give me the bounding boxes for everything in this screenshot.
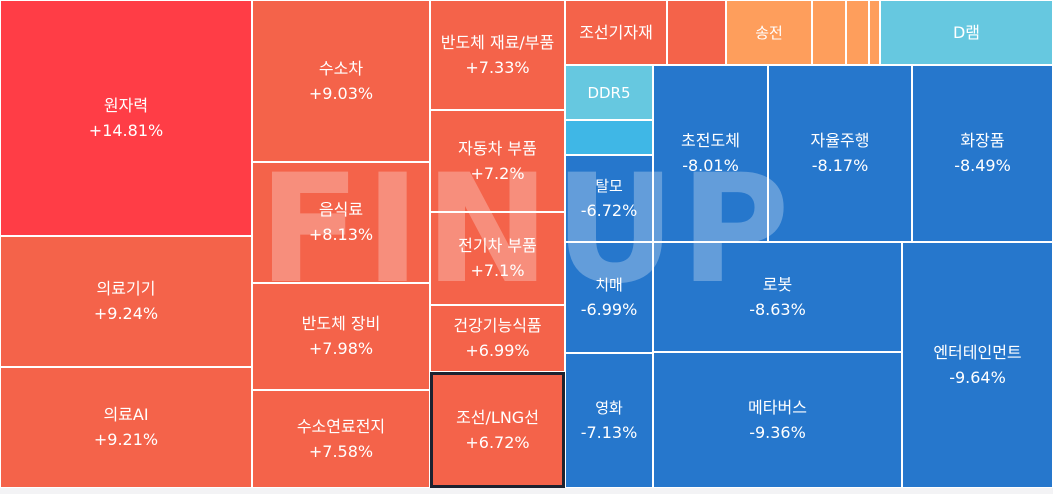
sector-tile-2[interactable]: 의료AI +9.21% bbox=[0, 367, 252, 488]
sector-change: -6.72% bbox=[580, 201, 638, 220]
sector-tile-26[interactable]: 화장품 -8.49% bbox=[912, 65, 1053, 242]
sector-change: +8.13% bbox=[308, 225, 374, 244]
sector-name: 화장품 bbox=[960, 131, 1005, 150]
sector-name: 수소차 bbox=[318, 58, 364, 78]
sector-name: 엔터테인먼트 bbox=[933, 342, 1022, 362]
sector-tile-9[interactable]: 전기차 부품 +7.1% bbox=[430, 212, 565, 305]
sector-change: +9.21% bbox=[93, 430, 159, 449]
sector-tile-13[interactable] bbox=[667, 0, 726, 65]
sector-change: +7.2% bbox=[470, 163, 525, 183]
sector-tile-12[interactable]: 조선기자재 bbox=[565, 0, 667, 65]
sector-tile-15[interactable] bbox=[812, 0, 846, 65]
sector-tile-14[interactable]: 송전 bbox=[726, 0, 812, 65]
sector-change: +7.33% bbox=[465, 57, 530, 77]
sector-change: -8.63% bbox=[749, 299, 806, 319]
sector-name: 자동차 부품 bbox=[458, 138, 537, 158]
sector-tile-1[interactable]: 의료기기 +9.24% bbox=[0, 236, 252, 367]
sector-tile-5[interactable]: 반도체 장비 +7.98% bbox=[252, 283, 430, 390]
sector-tile-18[interactable]: D램 bbox=[880, 0, 1053, 65]
sector-tile-7[interactable]: 반도체 재료/부품 +7.33% bbox=[430, 0, 565, 110]
sector-tile-8[interactable]: 자동차 부품 +7.2% bbox=[430, 110, 565, 212]
sector-change: -8.49% bbox=[954, 156, 1011, 175]
sector-change: +7.58% bbox=[308, 441, 374, 461]
sector-tile-24[interactable]: 초전도체 -8.01% bbox=[653, 65, 768, 242]
sector-name: D램 bbox=[952, 22, 981, 42]
sector-name: 수소연료전지 bbox=[296, 416, 386, 436]
sector-change: +14.81% bbox=[88, 120, 164, 140]
sector-tile-22[interactable]: 치매 -6.99% bbox=[565, 242, 653, 353]
sector-name: 반도체 재료/부품 bbox=[440, 32, 555, 52]
sector-name: 초전도체 bbox=[681, 131, 740, 150]
sector-change: -6.99% bbox=[580, 300, 638, 319]
sector-change: -9.64% bbox=[949, 367, 1006, 387]
sector-name: 메타버스 bbox=[748, 397, 807, 417]
sector-tile-25[interactable]: 자율주행 -8.17% bbox=[768, 65, 912, 242]
sector-tile-17[interactable] bbox=[869, 0, 880, 65]
sector-change: +7.98% bbox=[308, 339, 374, 358]
sector-name: 영화 bbox=[595, 399, 623, 417]
sector-name: 송전 bbox=[755, 23, 783, 42]
sector-name: 원자력 bbox=[103, 95, 149, 115]
sector-change: -7.13% bbox=[580, 423, 638, 442]
sector-name: 조선/LNG선 bbox=[456, 407, 539, 427]
sector-name: 건강기능식품 bbox=[453, 316, 542, 335]
sector-name: 음식료 bbox=[318, 200, 364, 219]
sector-tile-4[interactable]: 음식료 +8.13% bbox=[252, 162, 430, 283]
sector-change: +7.1% bbox=[470, 261, 525, 280]
sector-change: +6.99% bbox=[465, 341, 530, 360]
sector-name: 조선기자재 bbox=[579, 22, 653, 42]
sector-tile-27[interactable]: 로봇 -8.63% bbox=[653, 242, 902, 352]
sector-name: 로봇 bbox=[762, 274, 793, 294]
sector-change: -9.36% bbox=[749, 422, 806, 442]
sector-tile-28[interactable]: 메타버스 -9.36% bbox=[653, 352, 902, 488]
sector-tile-16[interactable] bbox=[846, 0, 869, 65]
sector-name: 전기차 부품 bbox=[458, 236, 537, 255]
sector-change: +9.03% bbox=[308, 83, 374, 103]
sector-tile-20[interactable] bbox=[565, 120, 653, 155]
sector-tile-11[interactable]: 조선/LNG선 +6.72% bbox=[430, 372, 565, 488]
sector-name: 치매 bbox=[595, 276, 623, 294]
sector-tile-0[interactable]: 원자력 +14.81% bbox=[0, 0, 252, 236]
sector-name: DDR5 bbox=[587, 83, 631, 102]
sector-tile-10[interactable]: 건강기능식품 +6.99% bbox=[430, 305, 565, 372]
sector-name: 자율주행 bbox=[810, 131, 870, 150]
sector-name: 탈모 bbox=[595, 177, 623, 195]
sector-name: 반도체 장비 bbox=[301, 314, 381, 333]
sector-tile-21[interactable]: 탈모 -6.72% bbox=[565, 155, 653, 242]
sector-tile-3[interactable]: 수소차 +9.03% bbox=[252, 0, 430, 162]
sector-tile-19[interactable]: DDR5 bbox=[565, 65, 653, 120]
sector-change: -8.01% bbox=[682, 156, 739, 175]
sector-change: -8.17% bbox=[811, 156, 869, 175]
sector-change: +9.24% bbox=[93, 304, 159, 323]
sector-change: +6.72% bbox=[465, 432, 530, 452]
sector-tile-23[interactable]: 영화 -7.13% bbox=[565, 353, 653, 488]
sector-tile-6[interactable]: 수소연료전지 +7.58% bbox=[252, 390, 430, 488]
sector-name: 의료기기 bbox=[96, 279, 156, 298]
sector-name: 의료AI bbox=[103, 405, 149, 424]
sector-tile-29[interactable]: 엔터테인먼트 -9.64% bbox=[902, 242, 1053, 488]
